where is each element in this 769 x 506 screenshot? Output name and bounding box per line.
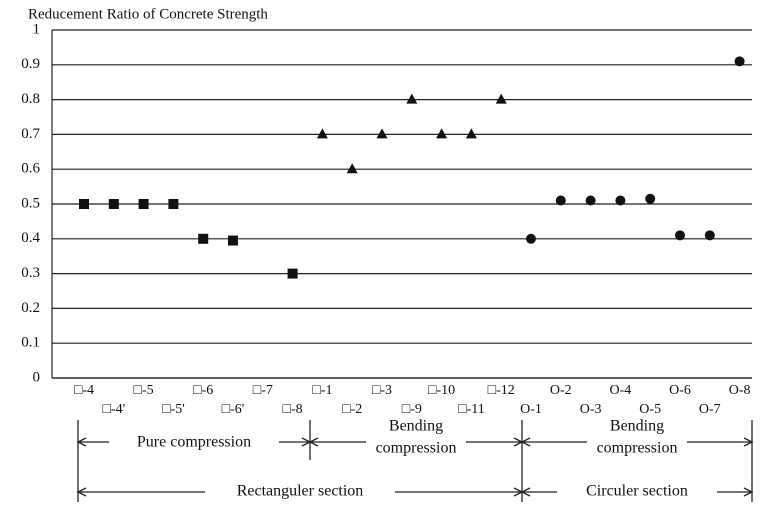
group-label: Bending [389,418,443,435]
square-marker [168,199,179,209]
x-tick-label: □-4' [102,402,125,417]
x-tick-label: □-1 [312,383,332,398]
arrow-head [76,437,87,447]
y-tick-label: 0.6 [21,161,40,177]
x-tick-label: O-7 [699,402,721,417]
label-bg [366,417,466,437]
circle-marker [645,193,656,204]
y-tick-label: 0.5 [21,195,40,211]
label-bg [587,439,687,459]
triangle-marker [406,93,418,104]
triangle-marker [436,128,448,139]
triangle-marker [316,128,328,139]
label-bg [109,433,279,453]
x-tick-label: □-12 [488,383,515,398]
arrow-head [308,437,319,447]
circle-marker [704,230,715,241]
x-tick-label: O-8 [729,383,751,398]
x-tick-label: □-6 [193,383,213,398]
section-label: Rectanguler section [237,483,364,500]
x-tick-label: □-6' [222,402,245,417]
label-bg [366,439,466,459]
x-tick-label: O-6 [669,383,691,398]
group-label: Bending [610,418,664,435]
square-marker [287,268,298,279]
arrow-head [743,437,754,447]
x-tick-label: □-2 [342,402,362,417]
label-bg [557,482,717,502]
square-marker [108,199,119,209]
label-bg [205,482,395,502]
x-tick-label: □-10 [428,383,455,398]
square-marker [198,233,209,244]
group-label: compression [376,440,457,457]
x-tick-label: □-7 [253,383,273,398]
x-tick-label: O-5 [639,402,661,417]
x-tick-label: □-5' [162,402,185,417]
y-tick-label: 1 [33,21,41,37]
y-tick-label: 0.2 [21,300,40,316]
x-tick-label: □-3 [372,383,392,398]
triangle-marker [376,128,388,139]
square-marker [138,199,149,209]
arrow-head [520,437,531,447]
circle-marker [675,230,685,241]
group-label: compression [597,440,678,457]
y-tick-label: 0.3 [21,265,40,281]
triangle-marker [346,163,358,174]
x-tick-label: □-9 [402,402,422,417]
circle-marker [526,233,536,244]
section-label: Circuler section [586,483,688,500]
arrow-head [520,487,531,497]
chart-title: Reducement Ratio of Concrete Strength [28,6,268,22]
circle-marker [615,195,626,206]
x-tick-label: □-4 [74,383,94,398]
y-tick-label: 0.4 [21,230,40,246]
x-tick-label: O-1 [520,402,542,417]
triangle-marker [495,93,507,104]
triangle-marker [465,128,477,139]
x-tick-label: O-4 [610,383,632,398]
y-tick-label: 0.9 [21,56,40,72]
square-marker [228,235,238,246]
x-tick-label: O-2 [550,383,572,398]
arrow-head [76,487,87,497]
y-tick-label: 0.8 [21,91,40,107]
circle-marker [734,56,745,67]
x-tick-label: □-5 [134,383,154,398]
y-tick-label: 0.7 [21,126,40,142]
x-tick-label: □-8 [283,402,303,417]
x-tick-label: O-3 [580,402,602,417]
group-label: Pure compression [137,434,251,451]
x-tick-label: □-11 [458,402,485,417]
y-tick-label: 0.1 [21,335,40,351]
label-bg [587,417,687,437]
circle-marker [555,195,566,206]
circle-marker [585,195,596,206]
y-tick-label: 0 [33,369,41,385]
square-marker [79,199,89,209]
arrow-head [743,487,754,497]
